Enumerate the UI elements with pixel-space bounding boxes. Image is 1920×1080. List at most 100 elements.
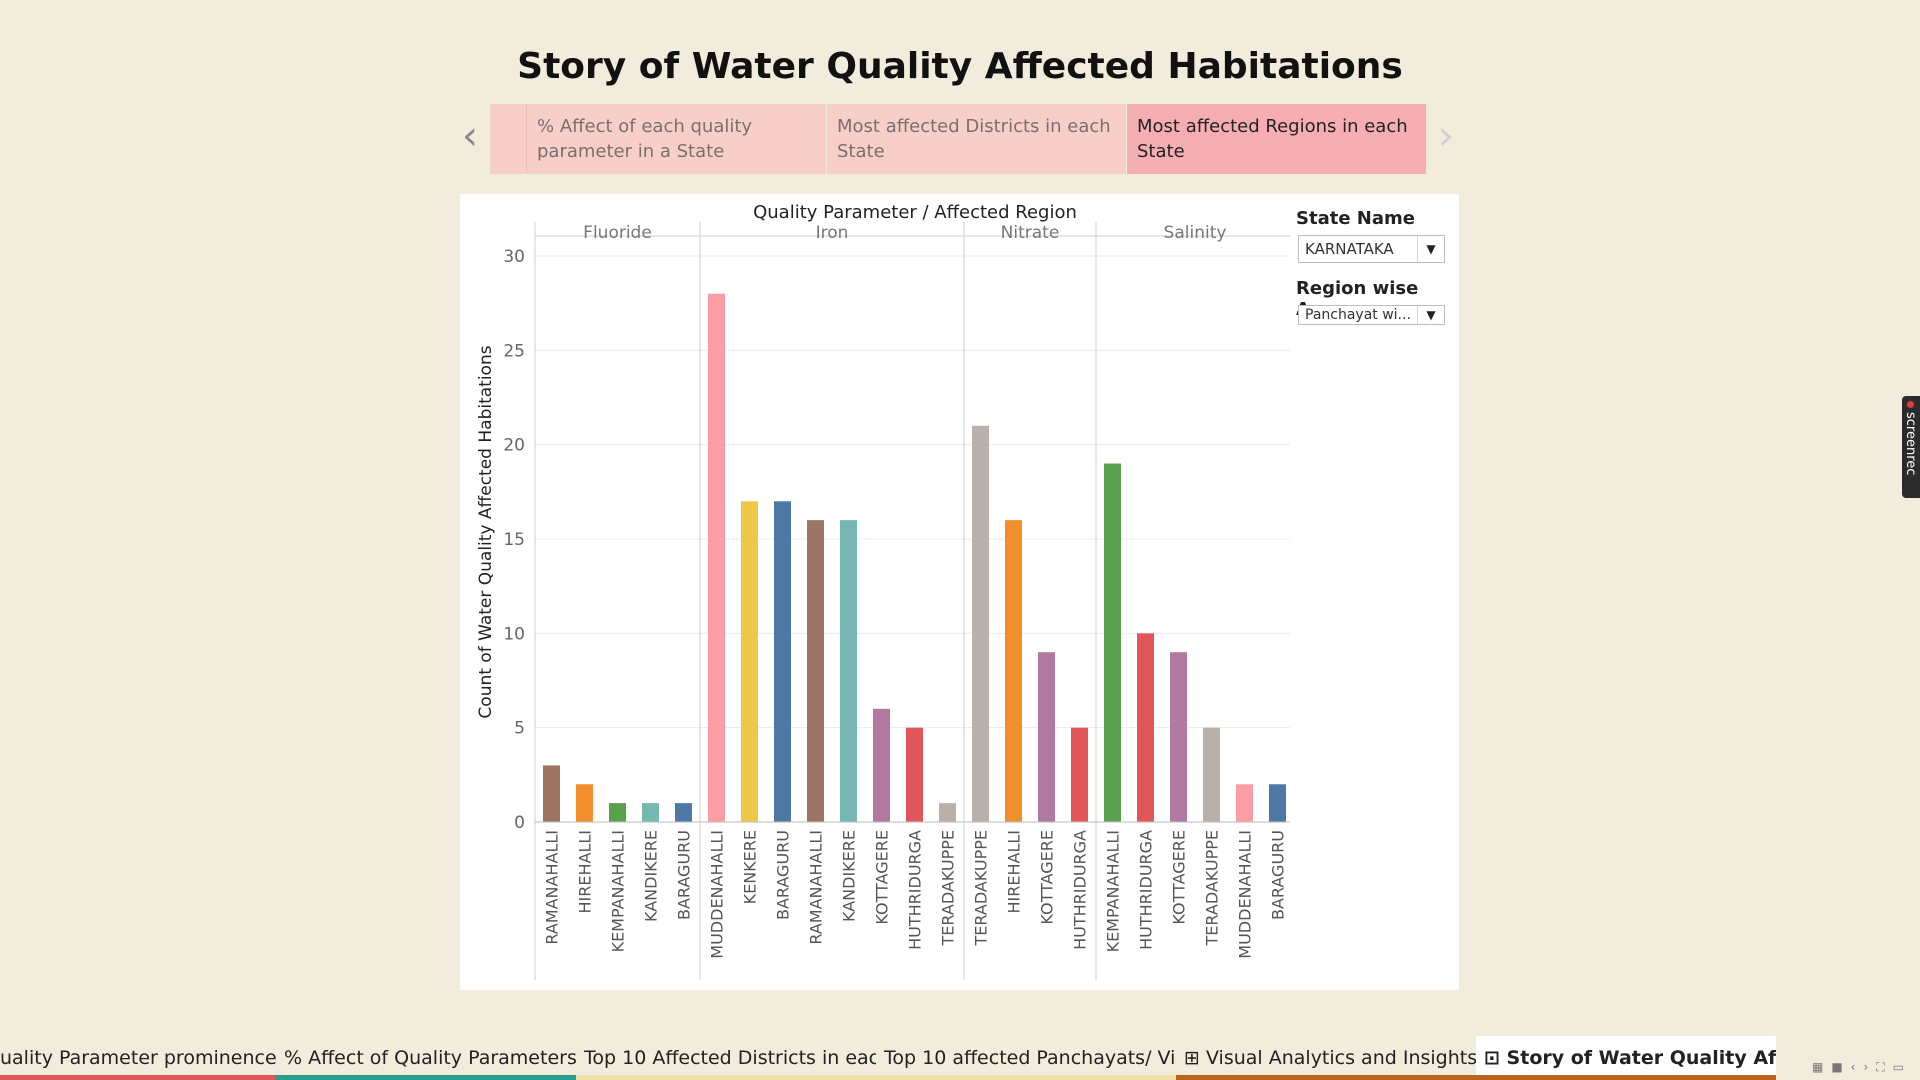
tab-color-bar — [876, 1075, 1176, 1080]
bar — [543, 765, 560, 822]
y-tick-label: 25 — [503, 341, 525, 361]
x-tick-label: BARAGURU — [675, 830, 694, 920]
x-tick-label: TERADAKUPPE — [1203, 830, 1222, 946]
bar — [939, 803, 956, 822]
x-tick-label: KOTTAGERE — [873, 830, 892, 925]
x-tick-label: MUDDENAHALLI — [1236, 830, 1255, 959]
screenrec-widget[interactable]: screenrec — [1902, 396, 1920, 498]
tab-color-bar — [0, 1075, 276, 1080]
screenrec-label: screenrec — [1903, 412, 1918, 476]
story-navigator: % Affect of each quality parameter in a … — [490, 104, 1427, 174]
y-tick-label: 10 — [503, 624, 525, 644]
story-title: Story of Water Quality Affected Habitati… — [517, 46, 1403, 87]
bar — [1236, 784, 1253, 822]
x-tick-label: BARAGURU — [1269, 830, 1288, 920]
region-dropdown[interactable]: Panchayat wi... ▼ — [1298, 305, 1445, 325]
x-tick-label: KENKERE — [741, 830, 760, 904]
panel-header: Iron — [816, 223, 849, 243]
state-dropdown-value: KARNATAKA — [1305, 240, 1394, 258]
x-tick-label: HUTHRIDURGA — [1071, 830, 1090, 950]
panel-header: Salinity — [1164, 223, 1227, 243]
bar — [609, 803, 626, 822]
chevron-down-icon[interactable]: ▼ — [1417, 236, 1444, 262]
story-point-blank[interactable] — [490, 104, 527, 174]
x-tick-label: RAMANAHALLI — [543, 830, 562, 945]
x-tick-label: TERADAKUPPE — [939, 830, 958, 946]
y-tick-label: 0 — [514, 813, 525, 833]
story-point-1[interactable]: % Affect of each quality parameter in a … — [527, 104, 827, 174]
sheet-tab[interactable]: Top 10 Affected Districts in each... — [576, 1036, 876, 1080]
state-filter-title: State Name — [1296, 208, 1415, 229]
viz-container: Quality Parameter / Affected Region Count… — [460, 194, 1459, 990]
x-tick-label: KANDIKERE — [840, 830, 859, 922]
x-tick-label: KOTTAGERE — [1038, 830, 1057, 925]
x-tick-label: KEMPANAHALLI — [1104, 830, 1123, 952]
tab-color-bar — [1176, 1075, 1476, 1080]
bar — [576, 784, 593, 822]
story-icon: ⊡ — [1484, 1047, 1500, 1069]
y-axis-title: Count of Water Quality Affected Habitati… — [476, 345, 496, 718]
sheet-tab[interactable]: % Affect of Quality Parameters i... — [276, 1036, 576, 1080]
x-tick-label: MUDDENAHALLI — [708, 830, 727, 959]
bar — [1005, 520, 1022, 822]
dashboard-icon: ⊞ — [1184, 1047, 1200, 1069]
bar — [807, 520, 824, 822]
x-tick-label: KEMPANAHALLI — [609, 830, 628, 952]
x-tick-label: HUTHRIDURGA — [906, 830, 925, 950]
chart-header-title: Quality Parameter / Affected Region — [753, 202, 1077, 223]
sheet-tab-label: Visual Analytics and Insights i... — [1205, 1047, 1476, 1069]
sheet-tab-label: % Affect of Quality Parameters i... — [284, 1047, 576, 1069]
bar — [1104, 463, 1121, 822]
bar — [774, 501, 791, 822]
record-dot-icon — [1907, 401, 1914, 408]
x-tick-label: HIREHALLI — [576, 830, 595, 914]
sheet-tab[interactable]: Top 10 affected Panchayats/ Vill... — [876, 1036, 1176, 1080]
x-tick-label: KANDIKERE — [642, 830, 661, 922]
bar — [840, 520, 857, 822]
bar — [741, 501, 758, 822]
y-tick-label: 5 — [514, 719, 525, 739]
tab-color-bar — [1476, 1075, 1776, 1080]
sheet-tab-label: uality Parameter prominence ... — [0, 1047, 276, 1069]
x-tick-label: BARAGURU — [774, 830, 793, 920]
bar — [1038, 652, 1055, 822]
bar-chart: Quality Parameter / Affected Region Count… — [476, 202, 1290, 980]
panel-header: Nitrate — [1001, 223, 1060, 243]
tab-color-bar — [576, 1075, 876, 1080]
x-tick-label: RAMANAHALLI — [807, 830, 826, 945]
sheet-tab-label: Story of Water Quality Affec... — [1506, 1047, 1776, 1069]
bar — [1071, 727, 1088, 822]
x-tick-label: HUTHRIDURGA — [1137, 830, 1156, 950]
bar — [642, 803, 659, 822]
chevron-right-icon[interactable]: › — [1438, 113, 1454, 159]
region-dropdown-value: Panchayat wi... — [1305, 307, 1411, 323]
bar — [708, 293, 725, 822]
chevron-left-icon[interactable]: ‹ — [462, 113, 478, 159]
bar — [1137, 633, 1154, 822]
panel-header: Fluoride — [583, 223, 652, 243]
view-controls[interactable]: ▦■‹›⛶▭ — [1811, 1060, 1912, 1074]
sheet-tab-label: Top 10 affected Panchayats/ Vill... — [884, 1047, 1176, 1069]
x-tick-label: TERADAKUPPE — [972, 830, 991, 946]
sheet-tab-bar: uality Parameter prominence ... % Affect… — [0, 1036, 1920, 1080]
y-tick-label: 15 — [503, 530, 525, 550]
bar — [873, 708, 890, 822]
bar — [906, 727, 923, 822]
bar — [675, 803, 692, 822]
state-dropdown[interactable]: KARNATAKA ▼ — [1298, 235, 1445, 263]
sheet-tab-label: Top 10 Affected Districts in each... — [584, 1047, 876, 1069]
x-tick-label: HIREHALLI — [1005, 830, 1024, 914]
sheet-tab[interactable]: ⊞ Visual Analytics and Insights i... — [1176, 1036, 1476, 1080]
story-point-3[interactable]: Most affected Regions in each State — [1127, 104, 1427, 174]
sheet-tab-active[interactable]: ⊡ Story of Water Quality Affec... — [1476, 1036, 1776, 1080]
bar — [1170, 652, 1187, 822]
y-tick-label: 20 — [503, 436, 525, 456]
bar — [1203, 727, 1220, 822]
bar — [972, 425, 989, 822]
story-point-2[interactable]: Most affected Districts in each State — [827, 104, 1127, 174]
chevron-down-icon[interactable]: ▼ — [1417, 306, 1444, 324]
bar — [1269, 784, 1286, 822]
sheet-tab[interactable]: uality Parameter prominence ... — [0, 1036, 276, 1080]
y-tick-label: 30 — [503, 247, 525, 267]
tab-color-bar — [276, 1075, 576, 1080]
